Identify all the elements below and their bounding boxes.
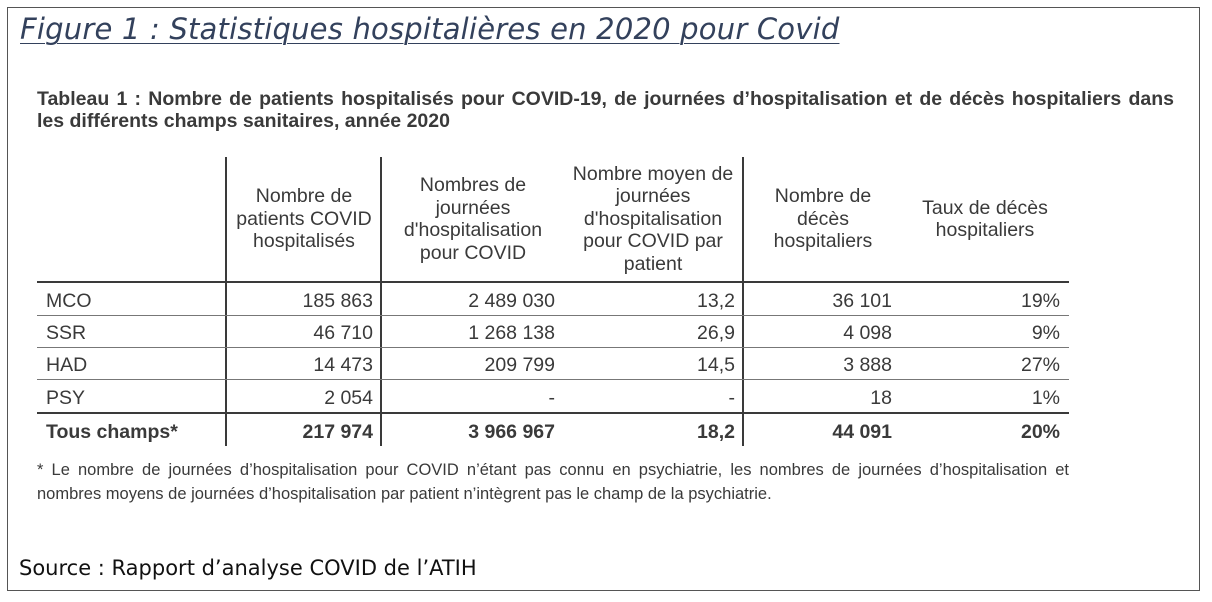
figure-title: Figure 1 : Statistiques hospitalières en… bbox=[20, 12, 840, 46]
source-note: Source : Rapport d’analyse COVID de l’AT… bbox=[19, 556, 477, 580]
table-caption: Tableau 1 : Nombre de patients hospitali… bbox=[37, 88, 1174, 132]
figure-frame bbox=[7, 7, 1200, 591]
table-footnote: * Le nombre de journées d’hospitalisatio… bbox=[37, 461, 1069, 503]
